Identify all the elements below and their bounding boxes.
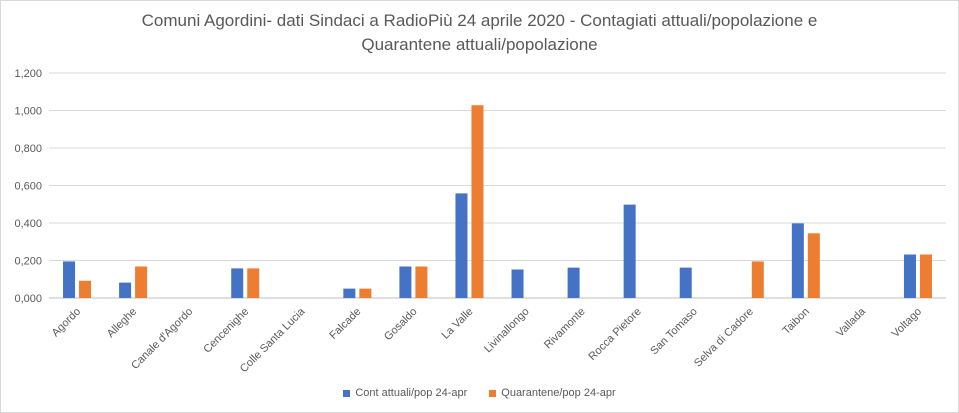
bar-series-0 — [119, 282, 132, 298]
chart-title: Comuni Agordini- dati Sindaci a RadioPiù… — [1, 9, 958, 57]
x-tick-label: Vallada — [834, 305, 868, 339]
bar-series-1 — [751, 261, 764, 298]
bar-series-0 — [511, 269, 524, 298]
x-tick-label: Agordo — [50, 306, 84, 340]
legend-swatch-contagiati — [343, 389, 351, 397]
legend-label-quarantene: Quarantene/pop 24-apr — [501, 387, 616, 399]
bar-series-1 — [919, 254, 932, 298]
x-tick-label: Rocca Pietore — [586, 306, 643, 363]
bar-series-0 — [679, 267, 692, 298]
x-tick-label: Voltago — [890, 306, 924, 340]
bar-series-0 — [791, 223, 804, 298]
y-tick-label: 0,800 — [14, 143, 42, 155]
x-tick-label: Livinallongo — [482, 306, 532, 356]
bar-series-1 — [247, 268, 260, 298]
chart-title-line-2: Quarantene attuali/popolazione — [361, 35, 598, 54]
bar-series-0 — [343, 288, 356, 298]
bar-series-0 — [399, 266, 412, 298]
y-tick-label: 0,000 — [14, 293, 42, 305]
y-tick-label: 1,200 — [14, 68, 42, 80]
x-tick-label: La Valle — [440, 306, 476, 342]
bar-series-1 — [79, 280, 92, 298]
bar-series-1 — [135, 266, 148, 298]
bar-series-1 — [471, 105, 484, 298]
x-tick-label: Selva di Cadore — [692, 306, 756, 370]
bar-series-0 — [623, 204, 636, 298]
legend-item-quarantene: Quarantene/pop 24-apr — [489, 387, 616, 399]
y-tick-label: 1,000 — [14, 106, 42, 118]
y-tick-label: 0,600 — [14, 181, 42, 193]
bar-series-1 — [359, 288, 372, 298]
bar-series-1 — [415, 266, 428, 298]
bar-series-1 — [807, 233, 820, 298]
bar-series-0 — [63, 261, 76, 298]
x-tick-label: Cencenighe — [201, 306, 251, 356]
bar-series-0 — [903, 254, 916, 298]
y-tick-label: 0,400 — [14, 218, 42, 230]
x-tick-label: Taibon — [781, 306, 812, 337]
legend: Cont attuali/pop 24-apr Quarantene/pop 2… — [1, 387, 958, 399]
legend-item-contagiati: Cont attuali/pop 24-apr — [343, 387, 467, 399]
bar-series-0 — [455, 193, 468, 298]
chart-title-line-1: Comuni Agordini- dati Sindaci a RadioPiù… — [141, 11, 818, 30]
legend-label-contagiati: Cont attuali/pop 24-apr — [355, 387, 468, 399]
x-tick-label: Gosaldo — [382, 306, 419, 343]
x-tick-label: Rivamonte — [542, 306, 588, 352]
x-tick-label: Falcade — [327, 306, 363, 342]
x-tick-label: Alleghe — [105, 306, 139, 340]
x-tick-label: San Tomaso — [648, 306, 700, 358]
legend-swatch-quarantene — [489, 389, 497, 397]
bar-series-0 — [231, 268, 244, 298]
x-tick-label: Canale d'Agordo — [129, 306, 195, 372]
y-tick-label: 0,200 — [14, 256, 42, 268]
bar-series-0 — [567, 267, 580, 298]
